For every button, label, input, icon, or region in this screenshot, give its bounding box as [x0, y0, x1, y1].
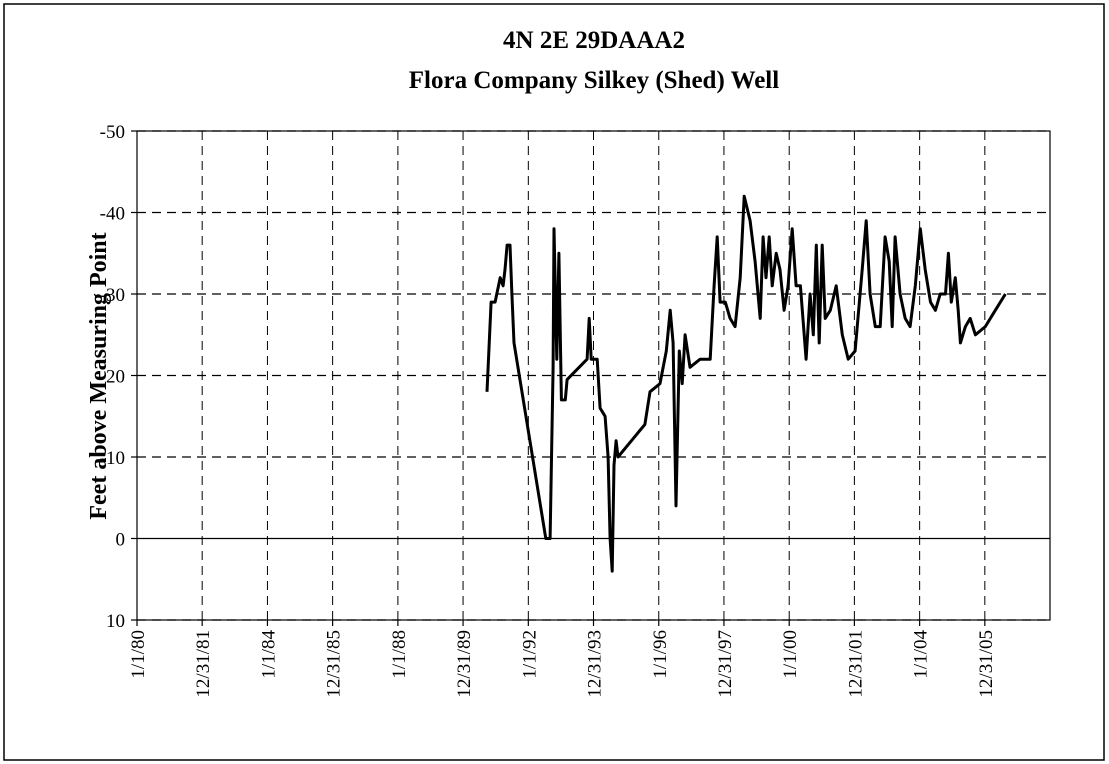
x-tick-label: 1/1/80	[128, 630, 149, 679]
chart-title: 4N 2E 29DAAA2	[503, 27, 685, 54]
x-tick-label: 1/1/00	[780, 630, 801, 679]
x-tick-label: 12/31/85	[324, 630, 345, 698]
y-tick-label: -10	[100, 448, 125, 469]
y-tick-label: -40	[100, 204, 125, 225]
x-tick-label: 12/31/89	[454, 630, 475, 698]
y-tick-label: 0	[116, 530, 126, 551]
x-tick-label: 1/1/84	[258, 630, 279, 679]
x-tick-label: 12/31/05	[976, 630, 997, 698]
x-tick-label: 1/1/04	[911, 630, 932, 679]
y-tick-label: -20	[100, 367, 125, 388]
y-axis-label: Feet above Measuring Point	[86, 232, 112, 519]
data-line	[485, 194, 1007, 573]
x-tick-label: 12/31/97	[715, 630, 736, 698]
x-tick-label: 1/1/92	[519, 630, 540, 679]
chart-subtitle: Flora Company Silkey (Shed) Well	[409, 67, 779, 94]
y-tick-label: -30	[100, 285, 125, 306]
x-tick-label: 1/1/96	[650, 630, 671, 679]
x-tick-label: 12/31/01	[845, 630, 866, 698]
x-tick-label: 12/31/93	[585, 630, 606, 698]
y-tick-label: 10	[106, 611, 125, 632]
x-tick-label: 12/31/81	[193, 630, 214, 698]
x-tick-label: 1/1/88	[389, 630, 410, 679]
y-tick-label: -50	[100, 122, 125, 143]
